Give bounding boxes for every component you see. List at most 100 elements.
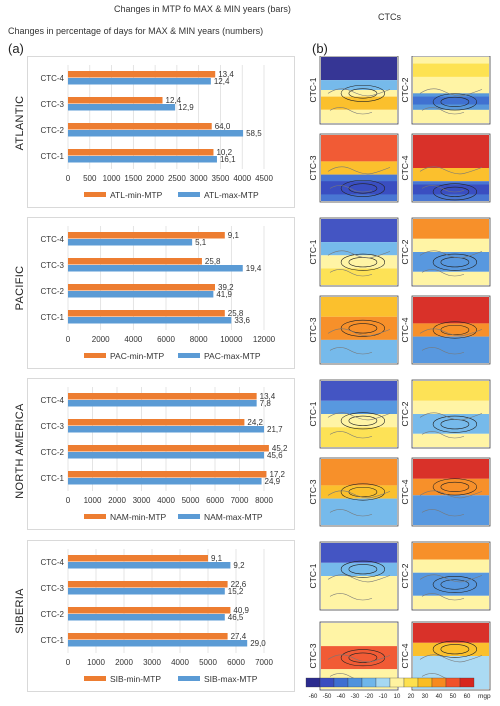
data-label: 12,4 <box>214 77 230 86</box>
data-label: 24,9 <box>265 477 281 486</box>
data-label: 27,4 <box>231 632 247 641</box>
legend-label: ATL-min-MTP <box>110 190 163 200</box>
data-label: 19,4 <box>246 264 262 273</box>
region-label-pacific: PACIFIC <box>14 265 26 311</box>
bar-PAC-max-MTP <box>68 317 232 324</box>
bar-ATL-min-MTP <box>68 123 212 130</box>
x-tick-label: 12000 <box>253 335 276 344</box>
map-label: CTC-3 <box>308 317 318 342</box>
bar-PAC-min-MTP <box>68 258 202 265</box>
legend-swatch <box>84 353 106 358</box>
x-tick-label: 1500 <box>124 174 142 183</box>
map-label: CTC-4 <box>400 317 410 342</box>
ctc-map <box>411 56 491 125</box>
colorbar-swatch <box>459 677 475 688</box>
colorbar-swatch <box>347 677 363 688</box>
x-tick-label: 3000 <box>190 174 208 183</box>
category-label: CTC-4 <box>40 235 64 244</box>
region-label-north-america: NORTH AMERICA <box>14 403 26 499</box>
colorbar-tick: -40 <box>337 694 346 700</box>
data-label: 13,4 <box>260 392 276 401</box>
map-label: CTC-2 <box>400 239 410 264</box>
x-tick-label: 1000 <box>103 174 121 183</box>
x-tick-label: 7000 <box>255 658 273 667</box>
legend-swatch <box>84 192 106 197</box>
bar-SIB-min-MTP <box>68 633 228 640</box>
x-tick-label: 8000 <box>190 335 208 344</box>
ctc-map <box>319 217 399 287</box>
data-label: 46,5 <box>228 613 244 622</box>
colorbar-tick: -30 <box>351 694 360 700</box>
colorbar-tick: -20 <box>365 694 374 700</box>
header-line-1: Changes in MTP fo MAX & MIN years (bars) <box>114 4 291 14</box>
data-label: 45,2 <box>272 444 288 453</box>
category-label: CTC-3 <box>40 261 64 270</box>
data-label: 9,1 <box>211 554 223 563</box>
bar-PAC-min-MTP <box>68 310 225 317</box>
x-tick-label: 5000 <box>182 496 200 505</box>
data-label: 16,1 <box>220 155 236 164</box>
ctc-map <box>411 217 491 287</box>
map-label: CTC-1 <box>308 77 318 102</box>
map-label: CTC-3 <box>308 155 318 180</box>
legend-label: ATL-max-MTP <box>204 190 259 200</box>
bar-ATL-min-MTP <box>68 97 163 104</box>
data-label: 25,8 <box>228 309 244 318</box>
x-tick-label: 6000 <box>157 335 175 344</box>
legend-swatch <box>178 514 200 519</box>
colorbar-swatch <box>361 677 377 688</box>
category-label: CTC-3 <box>40 422 64 431</box>
x-tick-label: 0 <box>66 335 71 344</box>
region-label-siberia: SIBERIA <box>14 588 26 634</box>
colorbar-swatch <box>445 677 461 688</box>
map-label: CTC-4 <box>400 479 410 504</box>
data-label: 15,2 <box>228 587 244 596</box>
bar-NAM-max-MTP <box>68 452 264 459</box>
category-label: CTC-1 <box>40 313 64 322</box>
x-tick-label: 3000 <box>143 658 161 667</box>
data-label: 40,9 <box>233 606 249 615</box>
x-tick-label: 0 <box>66 496 71 505</box>
data-label: 58,5 <box>246 129 262 138</box>
category-label: CTC-1 <box>40 636 64 645</box>
colorbar-tick: 10 <box>394 694 401 700</box>
category-label: CTC-2 <box>40 448 64 457</box>
bar-ATL-max-MTP <box>68 104 176 111</box>
map-label: CTC-3 <box>308 643 318 668</box>
legend-label: PAC-min-MTP <box>110 351 164 361</box>
category-label: CTC-2 <box>40 126 64 135</box>
chart-pacific: 0 2000 4000 6000 8000 10000 12000 CTC-4 9,1 5,1 CT… <box>27 217 295 369</box>
bar-PAC-max-MTP <box>68 265 243 272</box>
bar-NAM-min-MTP <box>68 393 257 400</box>
x-tick-label: 7000 <box>231 496 249 505</box>
data-label: 12,4 <box>166 96 182 105</box>
data-label: 10,2 <box>216 148 232 157</box>
colorbar-swatch <box>389 677 405 688</box>
legend-swatch <box>84 514 106 519</box>
colorbar-tick: -50 <box>323 694 332 700</box>
chart-north-america: 0 1000 2000 3000 4000 5000 6000 7000 8000 CTC-4 13… <box>27 378 295 530</box>
x-tick-label: 4000 <box>171 658 189 667</box>
colorbar-swatch <box>417 677 433 688</box>
map-label: CTC-1 <box>308 401 318 426</box>
colorbar-tick: 40 <box>436 694 443 700</box>
ctc-map <box>411 133 491 203</box>
ctc-map <box>411 295 491 365</box>
map-label: CTC-2 <box>400 401 410 426</box>
x-tick-label: 10000 <box>220 335 243 344</box>
data-label: 29,0 <box>250 639 266 648</box>
category-label: CTC-2 <box>40 610 64 619</box>
colorbar-swatch <box>431 677 447 688</box>
ctc-map <box>411 457 491 527</box>
data-label: 33,6 <box>234 316 250 325</box>
colorbar-tick: 50 <box>450 694 457 700</box>
category-label: CTC-4 <box>40 74 64 83</box>
bar-SIB-max-MTP <box>68 640 248 647</box>
bar-NAM-max-MTP <box>68 478 262 485</box>
bar-PAC-max-MTP <box>68 239 193 246</box>
x-tick-label: 0 <box>66 174 71 183</box>
data-label: 17,2 <box>269 470 285 479</box>
legend-label: NAM-max-MTP <box>204 512 263 522</box>
colorbar-swatch <box>333 677 349 688</box>
data-label: 22,6 <box>231 580 247 589</box>
